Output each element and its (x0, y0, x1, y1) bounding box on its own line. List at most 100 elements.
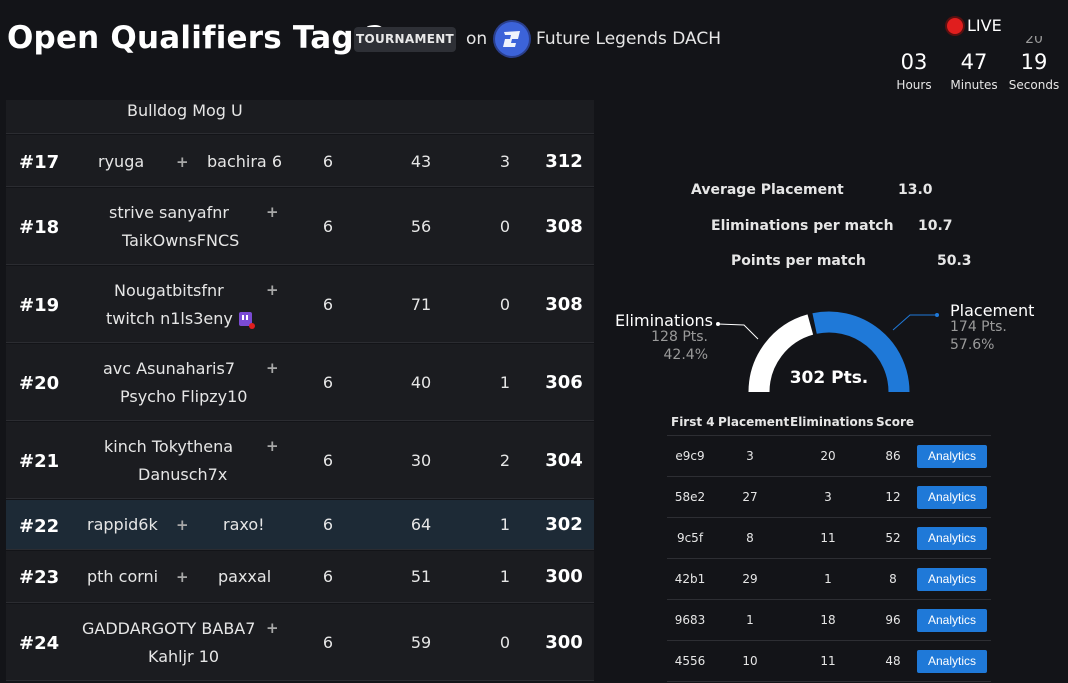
analytics-button[interactable]: Analytics (917, 568, 987, 591)
leaderboard-row[interactable]: #19 Nougatbitsfnr + twitch n1ls3eny 6 71… (6, 266, 594, 343)
player-name[interactable]: Nougatbitsfnr (114, 281, 224, 300)
avg-placement-value: 13.0 (898, 182, 933, 198)
match-score: 96 (885, 613, 901, 627)
player-name[interactable]: raxo! (223, 515, 265, 534)
match-eliminations: 3 (824, 490, 832, 504)
player-name[interactable]: pth corni (87, 567, 159, 586)
player-name[interactable]: twitch n1ls3eny (106, 309, 233, 328)
countdown-hours: 03 Hours (882, 50, 946, 92)
countdown-hours-value: 03 (900, 50, 928, 74)
donut-elims-label: Eliminations (615, 311, 713, 330)
elimination-count: 2 (499, 451, 511, 470)
total-score: 312 (545, 151, 583, 172)
match-score: 12 (885, 490, 901, 504)
player-name-with-twitch[interactable]: twitch n1ls3eny (106, 309, 255, 329)
player-name[interactable]: bachira 6 (207, 152, 282, 171)
countdown-seconds-previous: 20 (1025, 36, 1043, 46)
live-indicator-icon (947, 18, 963, 34)
analytics-button[interactable]: Analytics (917, 527, 987, 550)
match-score: 48 (885, 654, 901, 668)
analytics-button[interactable]: Analytics (917, 609, 987, 632)
analytics-button[interactable]: Analytics (917, 486, 987, 509)
player-name[interactable]: kinch Tokythena (104, 437, 234, 456)
page-title: Open Qualifiers Tag 2 (7, 20, 387, 56)
player-name[interactable]: TaikOwnsFNCS (122, 231, 240, 250)
match-eliminations: 18 (820, 613, 836, 627)
player-name[interactable]: Bulldog Mog U (127, 101, 243, 120)
total-score: 304 (545, 450, 583, 471)
countdown-minutes: 47 Minutes (942, 50, 1006, 92)
match-score: 52 (885, 531, 901, 545)
tournament-badge: TOURNAMENT (354, 27, 456, 52)
placement-points: 56 (410, 217, 432, 236)
placement-points: 64 (410, 515, 432, 534)
player-name[interactable]: ryuga (98, 152, 145, 171)
elimination-count: 0 (499, 217, 511, 236)
leaderboard-row[interactable]: #24 GADDARGOTY BABA7 + Kahljr 10 6 59 0 … (6, 604, 594, 681)
match-placement: 8 (746, 531, 754, 545)
match-id: 9683 (674, 613, 706, 627)
org-name-link[interactable]: Future Legends DACH (536, 29, 722, 49)
elimination-count: 1 (499, 567, 511, 586)
countdown-seconds-value: 19 (1020, 50, 1048, 74)
page-header: Open Qualifiers Tag 2 TOURNAMENT on Futu… (0, 0, 1068, 100)
countdown-minutes-value: 47 (960, 50, 988, 74)
avg-placement-label: Average Placement (691, 182, 844, 198)
player-name[interactable]: Psycho Flipzy10 (120, 387, 248, 406)
match-id: 42b1 (674, 572, 706, 586)
player-name[interactable]: avc Asunaharis7 (103, 359, 236, 378)
match-header-placement: Placement (718, 415, 790, 429)
player-name[interactable]: rappid6k (87, 515, 158, 534)
org-logo-icon[interactable] (495, 22, 529, 56)
rank: #20 (19, 373, 60, 394)
donut-elims-points: 128 Pts. (651, 329, 708, 345)
match-eliminations: 11 (820, 654, 836, 668)
elimination-count: 1 (499, 373, 511, 392)
match-eliminations: 20 (820, 449, 836, 463)
placement-points: 30 (410, 451, 432, 470)
leaderboard-row[interactable]: #23 pth corni + paxxal 6 51 1 300 (6, 551, 594, 603)
leaderboard-row[interactable]: #21 kinch Tokythena + Danusch7x 6 30 2 3… (6, 422, 594, 499)
player-name[interactable]: Danusch7x (138, 465, 228, 484)
plus-icon: + (176, 153, 189, 171)
match-placement: 27 (742, 490, 758, 504)
rank: #24 (19, 633, 60, 654)
donut-elims-percent: 42.4% (663, 347, 708, 363)
elimination-count: 3 (499, 152, 511, 171)
matches-count: 6 (322, 567, 334, 586)
countdown-minutes-label: Minutes (950, 78, 998, 92)
analytics-button[interactable]: Analytics (917, 650, 987, 673)
player-name[interactable]: paxxal (218, 567, 272, 586)
leaderboard-row[interactable]: #17 ryuga + bachira 6 6 43 3 312 (6, 135, 594, 187)
live-label: LIVE (967, 16, 1002, 35)
leaderboard-row[interactable]: #18 strive sanyafnr + TaikOwnsFNCS 6 56 … (6, 188, 594, 265)
leaderboard-row-highlighted[interactable]: #22 rappid6k + raxo! 6 64 1 302 (6, 500, 594, 550)
analytics-button[interactable]: Analytics (917, 445, 987, 468)
placement-leader-line (892, 314, 937, 331)
donut-placement-label: Placement (950, 301, 1035, 320)
rank: #18 (19, 217, 60, 238)
leaderboard[interactable]: Bulldog Mog U #17 ryuga + bachira 6 6 43… (6, 82, 594, 683)
player-name[interactable]: GADDARGOTY BABA7 (82, 619, 256, 638)
matches-count: 6 (322, 217, 334, 236)
leaderboard-row[interactable]: #20 avc Asunaharis7 + Psycho Flipzy10 6 … (6, 344, 594, 421)
matches-count: 6 (322, 295, 334, 314)
match-id: 58e2 (674, 490, 706, 504)
player-name[interactable]: Kahljr 10 (148, 647, 220, 666)
match-placement: 1 (746, 613, 754, 627)
match-header-score: Score (876, 415, 915, 429)
points-per-match-label: Points per match (731, 253, 866, 269)
rank: #17 (19, 152, 60, 173)
twitch-live-icon[interactable] (238, 312, 255, 329)
plus-icon: + (266, 281, 279, 299)
placement-leader-dot (935, 313, 939, 317)
on-label: on (466, 29, 488, 49)
matches-count: 6 (322, 633, 334, 652)
plus-icon: + (266, 437, 279, 455)
player-name[interactable]: strive sanyafnr (109, 203, 229, 222)
eliminations-leader-line (717, 323, 759, 340)
match-placement: 29 (742, 572, 758, 586)
match-row: 9c5f 8 11 52 Analytics (667, 518, 991, 559)
placement-points: 40 (410, 373, 432, 392)
countdown-seconds-label: Seconds (1008, 78, 1060, 92)
